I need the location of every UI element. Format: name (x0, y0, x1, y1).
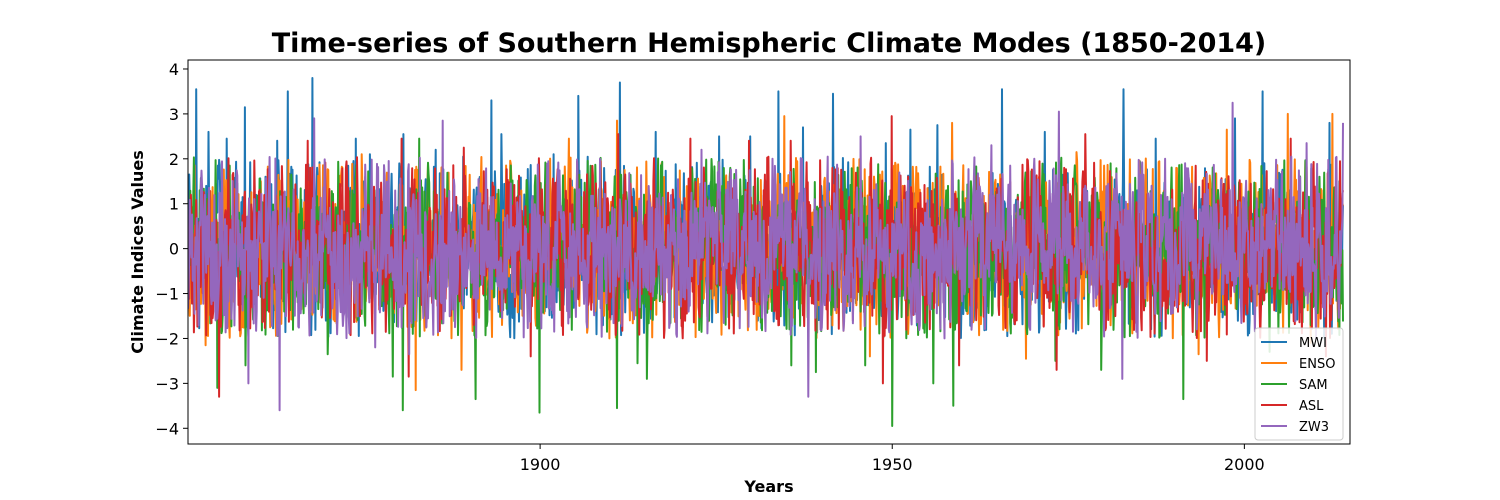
y-axis-label: Climate Indices Values (128, 150, 147, 354)
x-axis-label: Years (743, 477, 793, 496)
legend: MWI ENSO SAM ASL ZW3 (1254, 327, 1344, 441)
x-tick-label: 1900 (520, 455, 561, 474)
legend-label-zw3: ZW3 (1299, 420, 1329, 435)
y-tick-label: 2 (169, 150, 179, 169)
chart-title: Time-series of Southern Hemispheric Clim… (272, 28, 1267, 59)
series-layer (188, 77, 1344, 427)
x-axis: 1900 1950 2000 (520, 444, 1265, 474)
y-tick-label: −3 (155, 374, 179, 393)
legend-label-sam: SAM (1299, 378, 1328, 393)
y-tick-label: −4 (155, 419, 179, 438)
legend-label-asl: ASL (1299, 399, 1324, 414)
y-tick-label: −2 (155, 329, 179, 348)
series-line-zw3 (188, 101, 1344, 412)
x-tick-label: 1950 (872, 455, 913, 474)
y-tick-label: 3 (169, 105, 179, 124)
plot-frame (187, 59, 1351, 445)
legend-label-mwi: MWI (1299, 336, 1327, 351)
y-tick-label: −1 (155, 285, 179, 304)
y-tick-label: 1 (169, 195, 179, 214)
x-tick-label: 2000 (1224, 455, 1265, 474)
legend-label-enso: ENSO (1299, 357, 1335, 372)
y-tick-label: 4 (169, 60, 179, 79)
y-tick-label: 0 (169, 240, 179, 259)
y-axis: −4 −3 −2 −1 0 1 2 3 4 (155, 60, 188, 438)
legend-box (1254, 327, 1344, 441)
